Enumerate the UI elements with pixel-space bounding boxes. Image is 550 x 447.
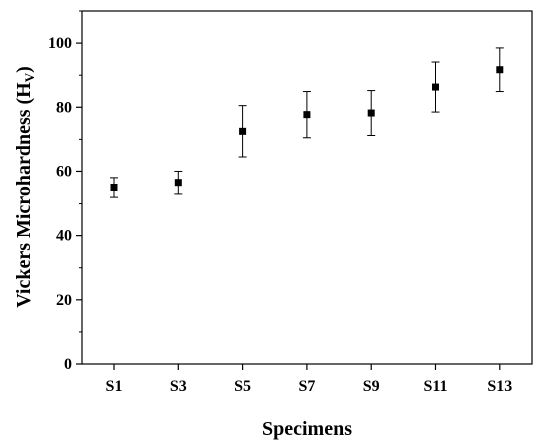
x-axis-ticks: S1 S3 S5 S7 S9 S11 S13	[106, 364, 512, 395]
data-point	[110, 184, 118, 191]
x-tick-label: S11	[423, 378, 447, 395]
y-tick-label: 40	[56, 228, 72, 245]
y-tick-label: 100	[48, 35, 72, 52]
data-point	[239, 127, 247, 135]
y-axis-ticks: 0 20 40 60 80 100	[48, 10, 82, 373]
y-axis-title: Vickers Microhardness (HV)	[13, 66, 37, 308]
data-point	[174, 179, 182, 187]
data-point	[496, 66, 504, 74]
y-axis-title-close: )	[13, 66, 35, 73]
data-point	[367, 109, 375, 117]
x-tick-label: S3	[170, 378, 187, 395]
x-tick-label: S5	[234, 378, 251, 395]
x-tick-label: S13	[487, 378, 512, 395]
x-tick-label: S9	[363, 378, 380, 395]
plot-frame	[81, 10, 533, 365]
x-tick-label: S1	[106, 378, 123, 395]
x-tick-label: S7	[298, 378, 315, 395]
y-tick-label: 20	[56, 292, 72, 309]
y-tick-label: 80	[56, 99, 72, 116]
y-axis-title-subscript: V	[22, 72, 37, 82]
y-tick-label: 60	[56, 163, 72, 180]
data-points	[110, 47, 504, 198]
y-axis-title-main: Vickers Microhardness (H	[13, 82, 35, 308]
y-tick-label: 0	[64, 356, 72, 373]
x-axis-title: Specimens	[262, 418, 352, 440]
data-point	[303, 111, 311, 119]
data-point	[432, 83, 439, 91]
